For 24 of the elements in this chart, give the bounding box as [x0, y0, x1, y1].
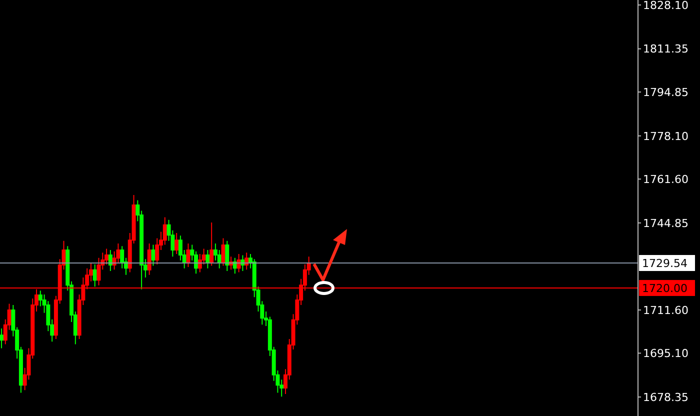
candlestick [92, 264, 97, 288]
ref-line-label: 1729.54 [642, 257, 688, 270]
candlestick [0, 328, 4, 349]
y-tick-label: 1678.35 [643, 390, 688, 404]
candlestick [236, 253, 241, 273]
candlestick [147, 242, 152, 276]
y-tick-label: 1744.85 [643, 216, 688, 230]
y-tick-label: 1778.10 [643, 130, 688, 143]
y-tick-label: 1695.10 [643, 347, 688, 360]
candlestick [206, 250, 210, 269]
candlestick [210, 222, 214, 266]
y-tick-label: 1811.35 [643, 42, 688, 56]
candlestick [108, 250, 112, 272]
candlestick [244, 252, 249, 270]
ref-line-label: 1720.00 [642, 282, 688, 295]
y-tick-label: 1828.10 [643, 0, 688, 12]
candlestick [221, 238, 226, 266]
candlestick [225, 240, 230, 272]
y-tick-label: 1761.60 [643, 172, 688, 186]
y-tick-label: 1794.85 [643, 86, 688, 99]
candlestick [151, 244, 156, 266]
candlestick [186, 242, 190, 268]
y-tick-label: 1711.60 [643, 304, 688, 317]
candlestick [174, 232, 179, 254]
